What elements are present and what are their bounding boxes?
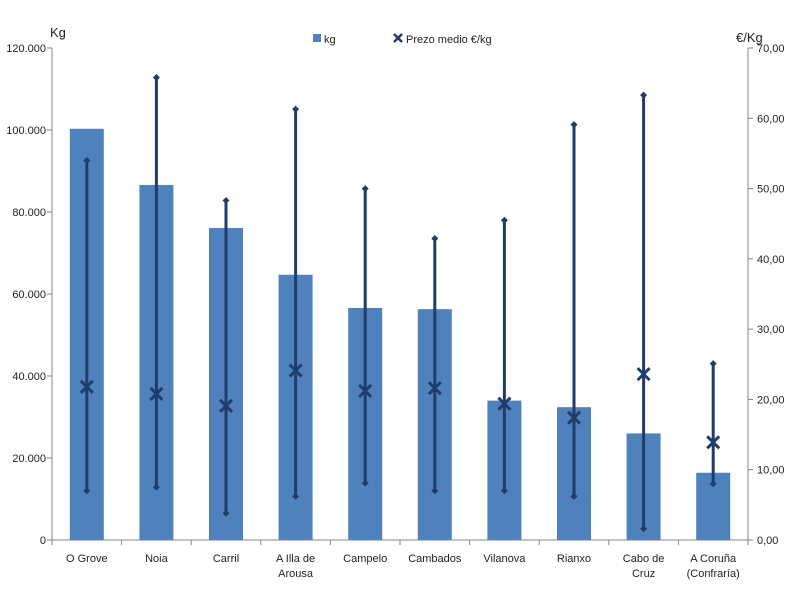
category-label: Noia: [145, 553, 169, 565]
price-max-marker: [361, 185, 369, 193]
price-max-marker: [222, 197, 230, 205]
right-tick-label: 10,00: [757, 465, 785, 477]
price-max-marker: [431, 234, 439, 242]
price-mean-marker: [497, 396, 512, 411]
left-tick-label: 20.000: [12, 453, 46, 465]
category-label: Cambados: [408, 553, 462, 565]
price-min-marker: [709, 480, 717, 488]
left-tick-label: 60.000: [12, 289, 46, 301]
right-tick-label: 30,00: [757, 324, 785, 336]
category-label: Rianxo: [557, 553, 591, 565]
price-min-marker: [222, 509, 230, 517]
category-label: A Illa de Arousa: [276, 553, 315, 580]
category-label: A Coruña (Confraría): [687, 553, 740, 580]
right-tick-label: 0,00: [757, 535, 778, 547]
price-mean-marker: [706, 435, 721, 450]
category-labels: O Grove Noia Carril A Illa de Arousa Campelo C…: [66, 553, 740, 580]
price-mean-marker: [149, 386, 164, 401]
price-min-marker: [361, 479, 369, 487]
right-tick-label: 50,00: [757, 184, 785, 196]
price-max-marker: [83, 156, 91, 164]
legend-kg-label: kg: [324, 34, 336, 46]
right-tick-label: 70,00: [757, 43, 785, 55]
category-label: Cabo de Cruz: [623, 553, 665, 580]
right-tick-label: 60,00: [757, 113, 785, 125]
category-label: Campelo: [343, 553, 387, 565]
legend-price-label: Prezo medio €/kg: [406, 34, 492, 46]
price-mean-marker: [288, 363, 303, 378]
price-mean-marker: [358, 383, 373, 399]
price-max-marker: [292, 105, 300, 113]
left-tick-label: 80.000: [12, 207, 46, 219]
price-min-marker: [500, 487, 508, 495]
category-label: Carril: [213, 553, 239, 565]
price-max-marker: [640, 91, 648, 99]
price-max-marker: [152, 74, 160, 82]
left-tick-label: 0: [40, 535, 46, 547]
price-min-marker: [640, 525, 648, 533]
price-series: [79, 74, 721, 533]
right-tick-label: 40,00: [757, 254, 785, 266]
left-tick-label: 100.000: [6, 125, 46, 137]
price-min-marker: [570, 492, 578, 500]
price-max-marker: [500, 216, 508, 224]
price-max-marker: [709, 360, 717, 368]
left-axis-label: Kg: [50, 25, 66, 40]
category-label: Vilanova: [483, 553, 526, 565]
price-min-marker: [152, 483, 160, 491]
right-axis: 0,00 10,00 20,00 30,00 40,00 50,00 60,00 70,00: [747, 43, 785, 547]
legend: kg Prezo medio €/kg: [313, 33, 492, 46]
right-axis-label: €/Kg: [736, 30, 763, 45]
price-min-marker: [83, 487, 91, 495]
price-mean-marker: [636, 367, 651, 382]
right-tick-label: 20,00: [757, 394, 785, 406]
bar-series: [69, 128, 731, 541]
price-min-marker: [292, 492, 300, 500]
price-mean-marker: [427, 381, 442, 396]
left-tick-label: 120.000: [6, 43, 46, 55]
price-max-marker: [570, 121, 578, 129]
price-mean-marker: [79, 379, 94, 394]
price-mean-marker: [218, 398, 234, 413]
legend-price-marker: [393, 33, 403, 43]
left-tick-label: 40.000: [12, 371, 46, 383]
category-label: O Grove: [66, 553, 108, 565]
legend-kg-swatch: [313, 34, 321, 42]
price-min-marker: [431, 487, 439, 495]
price-mean-marker: [566, 410, 582, 425]
